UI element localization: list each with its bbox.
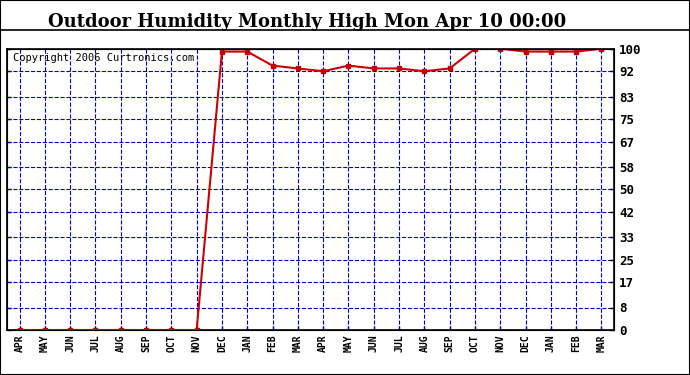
- Text: Copyright 2006 Curtronics.com: Copyright 2006 Curtronics.com: [13, 53, 194, 63]
- Text: Outdoor Humidity Monthly High Mon Apr 10 00:00: Outdoor Humidity Monthly High Mon Apr 10…: [48, 13, 566, 31]
